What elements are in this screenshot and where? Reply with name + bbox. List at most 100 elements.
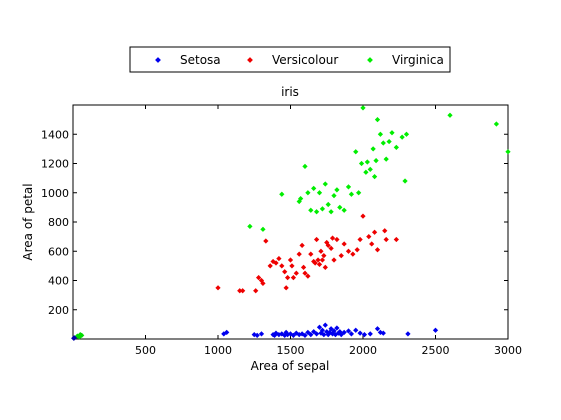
chart-title: iris bbox=[281, 85, 299, 99]
data-point-virginica bbox=[383, 156, 389, 162]
legend-label-virginica: Virginica bbox=[392, 53, 444, 67]
data-point-versicolour bbox=[315, 257, 321, 263]
data-point-versicolour bbox=[283, 285, 289, 291]
data-point-virginica bbox=[364, 159, 370, 165]
data-point-virginica bbox=[302, 163, 308, 170]
data-point-virginica bbox=[402, 178, 408, 184]
data-point-versicolour bbox=[329, 235, 336, 241]
y-axis-title: Area of petal bbox=[21, 183, 35, 260]
data-point-setosa bbox=[319, 327, 326, 333]
data-point-setosa bbox=[341, 329, 347, 336]
data-point-setosa bbox=[322, 322, 328, 328]
y-tick-label: 800 bbox=[48, 216, 69, 229]
data-point-virginica bbox=[386, 138, 392, 145]
y-tick-label: 1400 bbox=[41, 128, 69, 141]
data-point-versicolour bbox=[305, 273, 311, 279]
data-point-versicolour bbox=[308, 251, 314, 257]
data-point-setosa bbox=[308, 331, 314, 338]
data-point-versicolour bbox=[300, 264, 307, 270]
data-point-virginica bbox=[380, 140, 386, 146]
data-point-versicolour bbox=[289, 263, 295, 269]
data-point-virginica bbox=[353, 149, 359, 155]
data-point-setosa bbox=[432, 327, 439, 333]
data-point-virginica bbox=[493, 121, 500, 127]
data-point-versicolour bbox=[341, 241, 347, 247]
data-point-virginica bbox=[360, 105, 366, 111]
data-point-versicolour bbox=[260, 280, 266, 287]
x-tick-label: 2500 bbox=[422, 344, 450, 357]
data-point-virginica bbox=[325, 201, 331, 208]
data-point-unnamed-3 bbox=[76, 334, 83, 340]
data-point-versicolour bbox=[325, 242, 331, 249]
data-point-setosa bbox=[377, 329, 384, 336]
data-point-versicolour bbox=[290, 274, 297, 281]
series-virginica bbox=[247, 105, 511, 232]
data-point-virginica bbox=[334, 187, 340, 193]
data-point-virginica bbox=[374, 117, 381, 123]
data-point-versicolour bbox=[350, 251, 356, 257]
data-point-virginica bbox=[313, 209, 320, 215]
legend-marker-versicolour bbox=[247, 57, 253, 63]
data-point-versicolour bbox=[371, 229, 378, 235]
data-point-setosa bbox=[357, 330, 363, 336]
data-point-setosa bbox=[380, 330, 386, 336]
data-point-setosa bbox=[224, 329, 230, 336]
data-point-versicolour bbox=[393, 236, 399, 243]
data-point-setosa bbox=[251, 331, 257, 338]
data-point-versicolour bbox=[215, 285, 221, 291]
data-point-versicolour bbox=[316, 261, 323, 268]
data-point-setosa bbox=[348, 331, 355, 337]
data-point-virginica bbox=[260, 226, 266, 232]
legend-label-setosa: Setosa bbox=[180, 53, 221, 67]
legend-marker-setosa bbox=[155, 57, 161, 63]
legend: Setosa Versicolour Virginica bbox=[129, 46, 451, 73]
data-point-versicolour bbox=[321, 253, 327, 259]
data-point-setosa bbox=[290, 332, 297, 338]
data-point-versicolour bbox=[345, 248, 352, 254]
data-point-versicolour bbox=[382, 228, 388, 234]
data-point-versicolour bbox=[354, 247, 360, 253]
data-point-versicolour bbox=[299, 242, 305, 249]
data-point-versicolour bbox=[255, 274, 262, 281]
x-tick-label: 1500 bbox=[277, 344, 305, 357]
data-point-versicolour bbox=[312, 260, 318, 266]
data-point-setosa bbox=[345, 328, 352, 334]
y-tick-label: 1200 bbox=[41, 158, 69, 171]
data-point-setosa bbox=[254, 332, 260, 338]
data-point-setosa bbox=[305, 329, 311, 336]
x-ticks: 500 1000 1500 2000 2500 3000 bbox=[135, 105, 522, 357]
data-point-virginica bbox=[322, 181, 328, 187]
data-point-versicolour bbox=[253, 288, 259, 294]
data-point-setosa bbox=[327, 329, 333, 336]
data-point-unnamed-3 bbox=[79, 332, 85, 338]
data-point-versicolour bbox=[331, 257, 337, 263]
data-point-virginica bbox=[305, 190, 311, 196]
data-point-versicolour bbox=[240, 288, 246, 294]
legend-items: Setosa Versicolour Virginica bbox=[155, 53, 444, 67]
data-point-virginica bbox=[370, 146, 376, 152]
legend-label-versicolour: Versicolour bbox=[272, 53, 338, 67]
y-tick-label: 400 bbox=[48, 275, 69, 288]
data-point-virginica bbox=[393, 144, 399, 151]
data-point-setosa bbox=[258, 331, 265, 337]
x-tick-label: 3000 bbox=[494, 344, 522, 357]
data-point-virginica bbox=[377, 131, 384, 137]
data-point-versicolour bbox=[293, 270, 299, 276]
data-point-versicolour bbox=[334, 236, 340, 243]
data-point-versicolour bbox=[366, 234, 372, 240]
data-point-setosa bbox=[311, 329, 317, 335]
data-point-setosa bbox=[361, 331, 368, 338]
data-point-setosa bbox=[334, 325, 340, 331]
data-point-versicolour bbox=[267, 263, 273, 269]
data-point-versicolour bbox=[313, 236, 320, 243]
data-point-versicolour bbox=[374, 247, 381, 253]
data-point-setosa bbox=[405, 331, 411, 337]
x-tick-label: 2000 bbox=[349, 344, 377, 357]
data-point-versicolour bbox=[270, 258, 276, 265]
data-point-virginica bbox=[348, 191, 355, 197]
data-point-virginica bbox=[363, 169, 369, 175]
data-point-versicolour bbox=[282, 269, 288, 275]
data-point-versicolour bbox=[319, 257, 326, 263]
